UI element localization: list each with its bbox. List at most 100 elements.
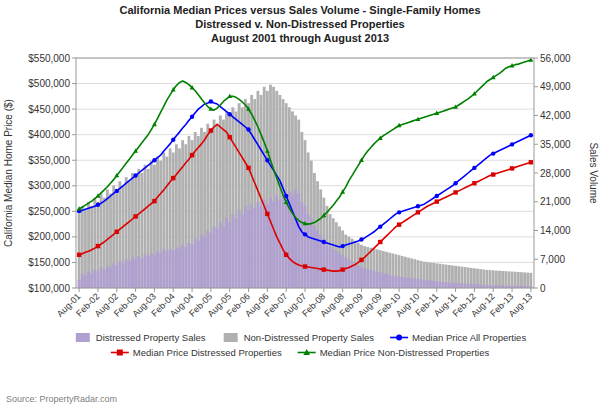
bar	[341, 231, 344, 289]
legend-marker	[303, 349, 310, 355]
marker	[378, 136, 383, 140]
tick-label: $200,000	[28, 231, 70, 242]
bar	[119, 181, 122, 288]
tick-label: 42,000	[540, 110, 571, 121]
bar	[257, 202, 260, 288]
bar	[134, 177, 137, 288]
legend-item: Median Price Non-Distressed Properties	[298, 347, 490, 358]
marker	[510, 142, 514, 146]
bar	[476, 269, 479, 288]
bar	[78, 214, 81, 288]
marker	[114, 173, 119, 177]
bar	[184, 144, 187, 288]
bar	[498, 271, 501, 288]
bar	[103, 270, 106, 288]
bar	[413, 279, 416, 288]
bar	[404, 257, 407, 288]
tick	[72, 236, 76, 237]
tick	[380, 288, 381, 292]
bar	[122, 185, 125, 288]
tick	[72, 211, 76, 212]
marker	[491, 75, 496, 79]
background	[0, 0, 600, 408]
marker	[416, 204, 420, 208]
bar	[134, 259, 137, 288]
bar	[115, 265, 118, 288]
bar	[241, 107, 244, 288]
bar	[495, 271, 498, 288]
bar	[310, 218, 313, 288]
bar	[81, 274, 84, 288]
legend: Distressed Property SalesNon-Distressed …	[76, 332, 527, 358]
bar	[482, 270, 485, 288]
marker	[359, 158, 364, 162]
bar	[125, 177, 128, 288]
tick	[135, 288, 136, 292]
bar	[112, 263, 115, 288]
bar	[140, 173, 143, 288]
bar	[319, 189, 322, 288]
marker	[510, 166, 514, 170]
bar	[84, 210, 87, 288]
legend-marker	[396, 335, 402, 341]
tick-label: 21,000	[540, 196, 571, 207]
bar	[395, 254, 398, 288]
bar	[388, 253, 391, 288]
bar	[479, 285, 482, 288]
bar	[235, 218, 238, 288]
bar	[507, 271, 510, 288]
bar	[401, 256, 404, 288]
bar	[467, 284, 470, 288]
bar	[253, 208, 256, 288]
bar	[417, 260, 420, 288]
bar	[115, 189, 118, 288]
tick	[72, 58, 76, 59]
bar	[90, 274, 93, 288]
bar	[313, 173, 316, 288]
bar	[322, 239, 325, 288]
bar	[442, 282, 445, 288]
bar	[423, 262, 426, 288]
bar	[457, 283, 460, 288]
bar	[470, 284, 473, 288]
bar	[172, 250, 175, 288]
bar	[156, 251, 159, 288]
tick-label: 56,000	[540, 53, 571, 64]
bar	[382, 273, 385, 288]
tick-label: 0	[540, 283, 546, 294]
marker	[133, 148, 138, 152]
bar	[335, 251, 338, 288]
marker	[303, 232, 307, 236]
bar	[470, 268, 473, 288]
tick-label: 35,000	[540, 139, 571, 150]
bar	[529, 273, 532, 288]
grid-line	[76, 109, 534, 110]
bar	[97, 202, 100, 288]
bar	[373, 249, 376, 288]
bar	[473, 268, 476, 288]
bar	[435, 263, 438, 288]
bar	[332, 249, 335, 288]
bar	[329, 247, 332, 288]
bar	[294, 189, 297, 288]
bar	[297, 120, 300, 288]
bar	[128, 181, 131, 288]
tick-label: $100,000	[28, 283, 70, 294]
bar	[385, 252, 388, 288]
bar	[476, 284, 479, 288]
tick	[534, 173, 538, 174]
bar	[489, 270, 492, 288]
chart: California Median Prices versus Sales Vo…	[0, 0, 600, 408]
marker	[340, 189, 345, 193]
tick	[286, 288, 287, 292]
tick	[267, 288, 268, 292]
bar	[260, 206, 263, 288]
bar	[153, 255, 156, 288]
bar	[216, 228, 219, 288]
marker	[77, 206, 82, 210]
tick	[512, 288, 513, 292]
tick	[72, 288, 76, 289]
marker	[209, 99, 213, 103]
bar	[432, 281, 435, 288]
marker	[96, 202, 100, 206]
